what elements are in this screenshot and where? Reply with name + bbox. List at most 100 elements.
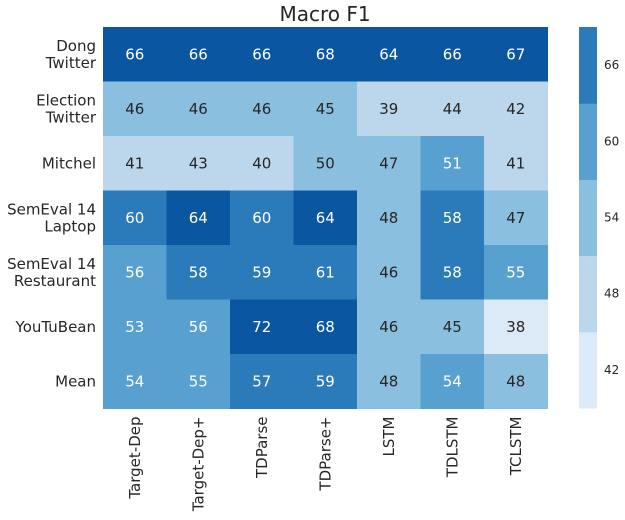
heatmap-cell [103,81,167,137]
heatmap-cell [420,190,485,246]
colorbar-segment [579,103,597,180]
column-label: TDParse [253,417,271,480]
heatmap-cell [166,136,231,191]
heatmap-cell [484,354,548,409]
colorbar-segment [579,255,597,333]
heatmap-cell [103,190,167,246]
heatmap-cells: 66 66 66 68 64 66 67 46 46 46 45 39 44 42 41 43 40 50 47 51… [103,27,548,409]
heatmap-cell [420,299,485,355]
heatmap-cell [103,354,167,409]
cell-value-label: 48 [506,372,525,390]
cell-value-label: 57 [252,372,271,390]
heatmap-cell [230,81,294,137]
cell-value-label: 64 [316,209,335,227]
colorbar-tick-label: 66 [604,58,619,72]
cell-value-label: 58 [443,263,462,281]
heatmap-cell [230,245,294,300]
row-label: Dong [56,37,96,55]
cell-value-label: 44 [443,100,462,118]
column-label: Target-Dep [126,417,144,500]
heatmap-cell [103,299,167,355]
column-label: TCLSTM [507,417,525,477]
heatmap-cell [357,190,421,246]
heatmap-cell [357,245,421,300]
row-label: Mean [55,372,96,390]
colorbar-tick-label: 48 [604,287,619,301]
cell-value-label: 56 [125,263,144,281]
heatmap-cell [420,81,485,137]
column-labels: Target-Dep Target-Dep+ TDParse TDParse+ LSTM… [126,417,525,513]
heatmap-cell [293,136,358,191]
cell-value-label: 43 [189,154,208,172]
heatmap-cell [293,245,358,300]
column-label: TDLSTM [443,417,461,479]
cell-value-label: 42 [506,100,525,118]
heatmap-cell [484,299,548,355]
column-label: Target-Dep+ [189,417,207,513]
heatmap-cell [293,27,358,82]
heatmap-cell [484,190,548,246]
cell-value-label: 41 [125,154,144,172]
heatmap-cell [357,136,421,191]
heatmap-cell [293,354,358,409]
heatmap-cell [230,299,294,355]
heatmap-cell [103,245,167,300]
row-label: Mitchel [42,154,96,172]
heatmap-cell [103,27,167,82]
row-label: Restaurant [14,272,96,290]
cell-value-label: 47 [506,209,525,227]
cell-value-label: 68 [316,318,335,336]
heatmap-cell [293,299,358,355]
heatmap-cell [230,190,294,246]
cell-value-label: 56 [189,318,208,336]
heatmap-cell [293,81,358,137]
cell-value-label: 41 [506,154,525,172]
cell-value-label: 60 [125,209,144,227]
cell-value-label: 46 [379,263,398,281]
row-label: Election [36,91,96,109]
heatmap-cell [166,354,231,409]
cell-value-label: 46 [189,100,208,118]
heatmap-cell [166,81,231,137]
cell-value-label: 58 [189,263,208,281]
heatmap-cell [230,27,294,82]
row-label: Twitter [45,54,97,72]
cell-value-label: 50 [316,154,335,172]
column-label: TDParse+ [316,417,334,492]
row-label: YouTuBean [15,318,96,336]
heatmap-cell [230,354,294,409]
cell-value-label: 55 [189,372,208,390]
heatmap-cell [357,27,421,82]
cell-value-label: 66 [443,45,462,63]
row-labels: DongTwitterElectionTwitterMitchelSemEval… [7,37,97,391]
cell-value-label: 45 [443,318,462,336]
heatmap-cell [357,354,421,409]
heatmap-cell [166,299,231,355]
heatmap-cell [420,136,485,191]
heatmap-cell [357,299,421,355]
cell-value-label: 61 [316,263,335,281]
cell-value-label: 55 [506,263,525,281]
cell-value-label: 51 [443,154,462,172]
cell-value-label: 40 [252,154,271,172]
cell-value-label: 48 [379,372,398,390]
heatmap-cell [293,190,358,246]
colorbar-tick-label: 54 [604,211,619,225]
chart-title: Macro F1 [279,2,370,26]
cell-value-label: 54 [125,372,144,390]
heatmap-cell [484,81,548,137]
row-label: SemEval 14 [7,255,96,273]
cell-value-label: 60 [252,209,271,227]
cell-value-label: 66 [189,45,208,63]
cell-value-label: 39 [379,100,398,118]
colorbar-segment [579,179,597,257]
cell-value-label: 48 [379,209,398,227]
cell-value-label: 58 [443,209,462,227]
cell-value-label: 59 [316,372,335,390]
heatmap-cell [484,136,548,191]
colorbar-tick-label: 60 [604,134,619,148]
heatmap-cell [420,27,485,82]
row-label: SemEval 14 [7,200,96,218]
heatmap-cell [357,81,421,137]
